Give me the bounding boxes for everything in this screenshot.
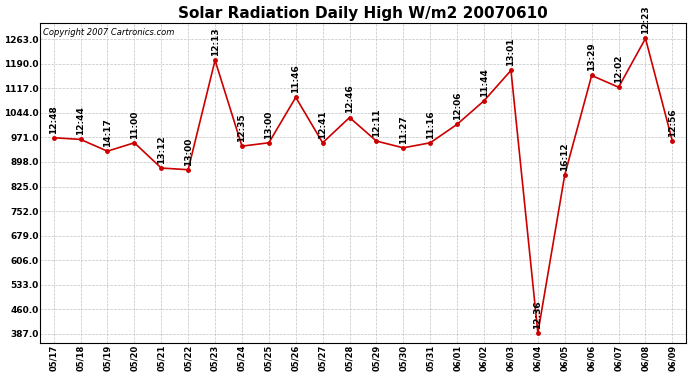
Text: 13:00: 13:00 bbox=[184, 137, 193, 165]
Text: 12:48: 12:48 bbox=[49, 105, 58, 134]
Text: Copyright 2007 Cartronics.com: Copyright 2007 Cartronics.com bbox=[43, 28, 175, 37]
Text: 12:36: 12:36 bbox=[533, 300, 542, 329]
Text: 13:29: 13:29 bbox=[587, 42, 596, 71]
Text: 11:46: 11:46 bbox=[291, 64, 300, 93]
Text: 12:11: 12:11 bbox=[372, 108, 381, 137]
Text: 11:00: 11:00 bbox=[130, 110, 139, 139]
Text: 11:16: 11:16 bbox=[426, 110, 435, 139]
Text: 12:44: 12:44 bbox=[76, 106, 85, 135]
Text: 12:46: 12:46 bbox=[345, 85, 354, 113]
Text: 13:00: 13:00 bbox=[264, 110, 273, 139]
Title: Solar Radiation Daily High W/m2 20070610: Solar Radiation Daily High W/m2 20070610 bbox=[178, 6, 548, 21]
Text: 11:27: 11:27 bbox=[399, 115, 408, 144]
Text: 12:13: 12:13 bbox=[210, 27, 219, 56]
Text: 13:12: 13:12 bbox=[157, 135, 166, 164]
Text: 12:35: 12:35 bbox=[237, 113, 246, 142]
Text: 12:23: 12:23 bbox=[641, 6, 650, 34]
Text: 11:44: 11:44 bbox=[480, 68, 489, 96]
Text: 12:41: 12:41 bbox=[318, 110, 327, 139]
Text: 16:12: 16:12 bbox=[560, 142, 569, 171]
Text: 12:56: 12:56 bbox=[668, 108, 677, 137]
Text: 12:02: 12:02 bbox=[614, 55, 623, 83]
Text: 13:01: 13:01 bbox=[506, 38, 515, 66]
Text: 14:17: 14:17 bbox=[103, 118, 112, 147]
Text: 12:06: 12:06 bbox=[453, 92, 462, 120]
